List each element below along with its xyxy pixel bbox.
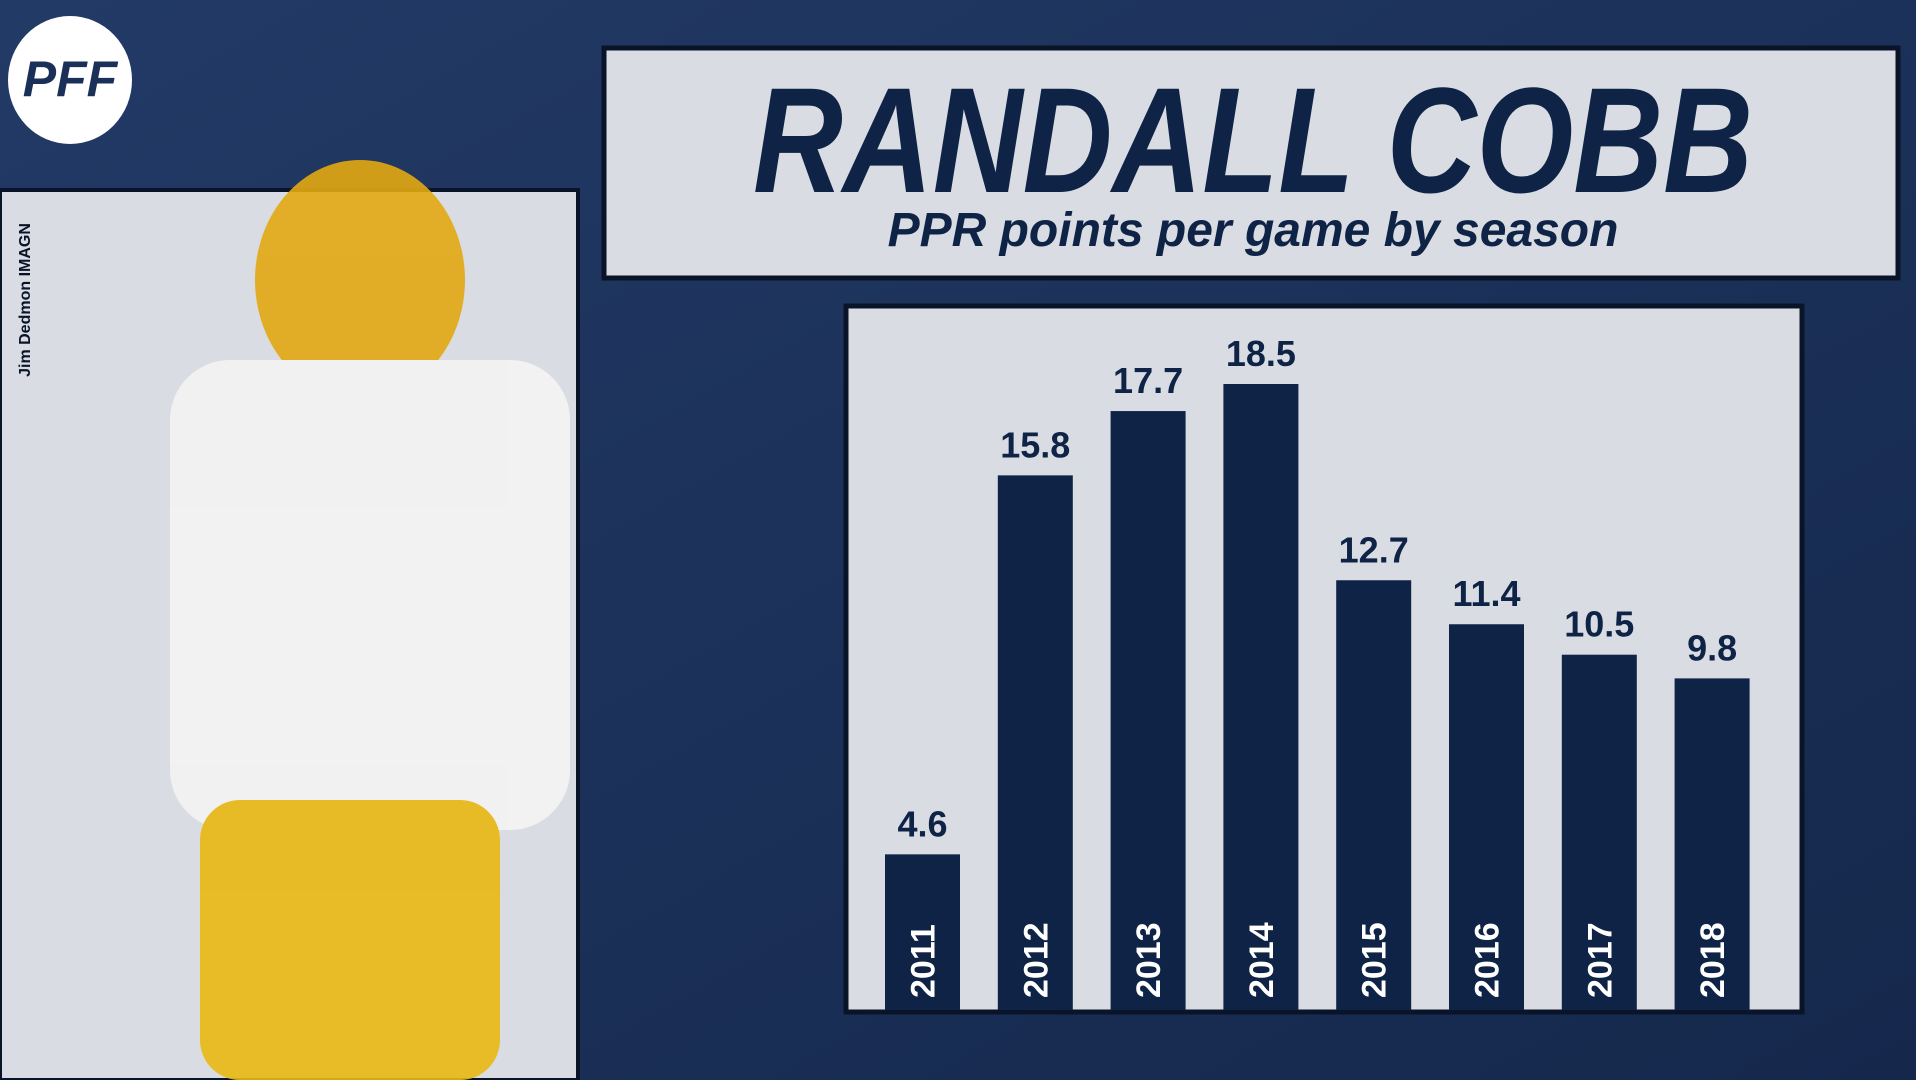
bar: [1449, 624, 1524, 1010]
bar: [1336, 580, 1412, 1010]
bar: [1110, 411, 1186, 1010]
plot-area: [843, 303, 1805, 1015]
x-tick-label: 2013: [1130, 922, 1168, 998]
x-tick-label: 2012: [1017, 922, 1055, 998]
title-box: [601, 45, 1901, 281]
photo-credit: Jim Dedmon IMAGN: [17, 223, 34, 377]
value-label: 9.8: [1687, 627, 1737, 668]
logo-badge: [8, 16, 132, 144]
value-label: 15.8: [1000, 424, 1070, 465]
value-label: 17.7: [1113, 360, 1183, 401]
x-tick-label: 2011: [905, 924, 943, 998]
value-label: 11.4: [1452, 573, 1520, 614]
x-tick-label: 2016: [1469, 922, 1507, 998]
value-label: 10.5: [1564, 604, 1634, 645]
bar: [1223, 384, 1299, 1010]
x-tick-label: 2015: [1356, 922, 1394, 998]
bar: [997, 475, 1073, 1010]
chart-title: RANDALL COBB: [753, 56, 1753, 224]
player-silhouette: [170, 160, 570, 1080]
value-label: 18.5: [1226, 333, 1296, 374]
bar: [885, 854, 960, 1010]
chart-subtitle: PPR points per game by season: [888, 204, 1619, 257]
value-label: 4.6: [897, 803, 947, 844]
x-tick-label: 2018: [1694, 922, 1732, 998]
bar: [1561, 654, 1637, 1010]
logo: PFF: [23, 51, 119, 107]
x-tick-label: 2014: [1243, 922, 1281, 998]
value-label: 12.7: [1339, 529, 1409, 570]
bar: [1674, 678, 1750, 1010]
x-tick-label: 2017: [1581, 922, 1619, 998]
